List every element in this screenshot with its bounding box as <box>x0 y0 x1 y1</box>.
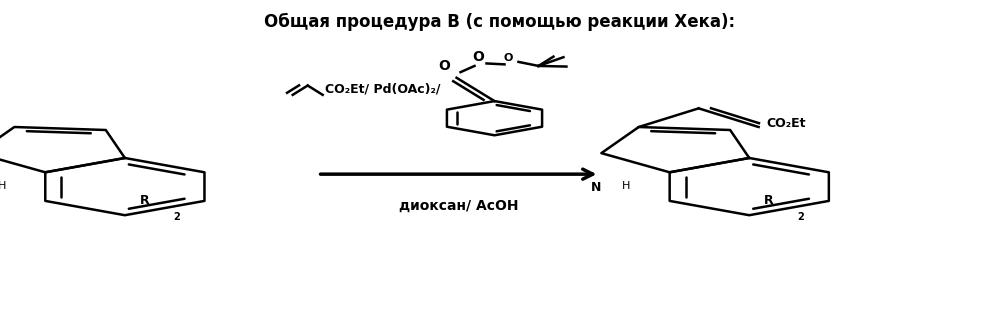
Text: N: N <box>591 181 601 194</box>
Text: O: O <box>439 59 451 73</box>
Text: H: H <box>622 181 630 191</box>
Text: CO₂Et/ Pd(OAc)₂/: CO₂Et/ Pd(OAc)₂/ <box>325 82 441 95</box>
Text: H: H <box>0 181 6 191</box>
Text: 2: 2 <box>173 212 180 222</box>
Text: O: O <box>473 50 485 64</box>
Text: Общая процедура В (с помощью реакции Хека):: Общая процедура В (с помощью реакции Хек… <box>264 12 735 30</box>
Text: диоксан/ AcOH: диоксан/ AcOH <box>399 199 518 213</box>
Text: CO₂Et: CO₂Et <box>766 117 806 130</box>
Text: 2: 2 <box>797 212 804 222</box>
Text: R: R <box>764 194 774 207</box>
Text: O: O <box>503 53 513 63</box>
Text: R: R <box>140 194 150 207</box>
